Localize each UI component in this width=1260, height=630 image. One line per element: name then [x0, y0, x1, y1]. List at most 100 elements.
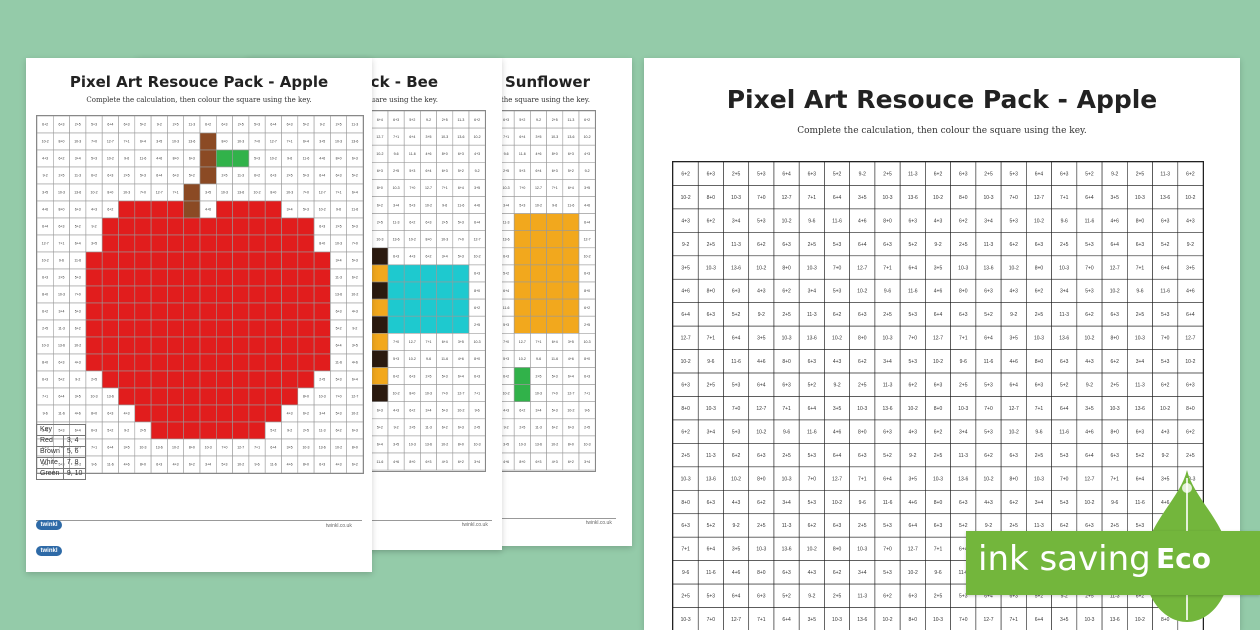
- grid-cell: [313, 268, 331, 287]
- grid-cell: [530, 213, 547, 231]
- grid-cell: [248, 302, 266, 321]
- grid-cell-label: 10-2: [756, 429, 766, 435]
- grid-cell-label: 5+2: [732, 312, 741, 318]
- grid-cell-label: 6+4: [107, 123, 113, 127]
- grid-cell-label: 8+0: [959, 289, 968, 295]
- grid-cell-label: 6+4: [156, 174, 162, 178]
- grid-cell-label: 13-6: [706, 476, 716, 482]
- grid-cell-label: 10-3: [958, 265, 968, 271]
- grid-cell: [183, 353, 201, 372]
- grid-cell-label: 6+3: [1085, 523, 1094, 529]
- grid-cell-label: 13-6: [107, 395, 114, 399]
- grid-cell-label: 13-6: [156, 446, 163, 450]
- grid-cell: [387, 315, 405, 334]
- grid-cell-label: 4+3: [984, 500, 993, 506]
- grid-cell-label: 6+4: [1085, 195, 1094, 201]
- grid-cell-label: 8+0: [883, 218, 892, 224]
- grid-cell-label: 2+5: [221, 174, 227, 178]
- grid-cell-label: 2+5: [1136, 312, 1145, 318]
- grid-cell-label: 2+5: [474, 426, 480, 430]
- grid-cell-label: 6+4: [458, 374, 464, 378]
- grid-cell-label: 6+2: [1110, 359, 1119, 365]
- grid-cell-label: 7+0: [1161, 336, 1170, 342]
- grid-cell-label: 9-2: [934, 242, 941, 248]
- grid-cell-label: 9-6: [394, 152, 399, 156]
- grid-cell-label: 8+0: [909, 617, 918, 623]
- key-numbers: 3, 4: [62, 435, 87, 447]
- grid-cell-label: 8+0: [1186, 406, 1195, 412]
- grid-cell: [167, 285, 184, 304]
- grid-cell-label: 7+1: [681, 547, 690, 553]
- grid-cell-label: 6+3: [681, 523, 690, 529]
- grid-cell-label: 9-2: [124, 429, 129, 433]
- grid-cell-label: 6+4: [568, 186, 574, 190]
- grid-cell-label: 3+4: [732, 218, 741, 224]
- grid-cell-label: 7+1: [124, 140, 130, 144]
- grid-cell: [216, 268, 233, 287]
- grid-cell-label: 7+1: [393, 135, 399, 139]
- grid-cell-label: 10-3: [958, 406, 968, 412]
- grid-cell-label: 10-2: [376, 152, 383, 156]
- grid-cell-label: 6+2: [934, 171, 943, 177]
- grid-cell-label: 2+5: [140, 429, 146, 433]
- grid-cell-label: 4+3: [1009, 289, 1018, 295]
- grid-cell-label: 7+1: [536, 340, 542, 344]
- grid-cell: [150, 370, 168, 389]
- grid-cell-label: 9-6: [707, 359, 714, 365]
- grid-cell-label: 6+2: [426, 255, 432, 259]
- grid-cell-label: 4+3: [584, 152, 590, 156]
- grid-cell-label: 5+3: [959, 594, 968, 600]
- grid-cell: [513, 247, 531, 266]
- grid-cell-label: 10-2: [756, 265, 766, 271]
- grid-cell-label: 8+0: [442, 152, 448, 156]
- grid-cell-label: 2+5: [536, 374, 542, 378]
- grid-cell-label: 13-6: [1135, 406, 1145, 412]
- grid-cell-label: 11-3: [807, 312, 817, 318]
- grid-cell-label: 10-3: [731, 195, 741, 201]
- grid-cell-label: 10-2: [584, 135, 591, 139]
- grid-cell-label: 6+3: [584, 374, 590, 378]
- grid-cell-label: 5+3: [442, 408, 448, 412]
- grid-cell-label: 10-3: [376, 237, 383, 241]
- grid-cell-label: 8+0: [173, 157, 179, 161]
- grid-cell-label: 5+3: [1161, 312, 1170, 318]
- grid-cell-label: 5+2: [458, 169, 464, 173]
- grid-cell: [546, 315, 564, 334]
- grid-cell-label: 6+4: [377, 118, 383, 122]
- grid-cell-label: 3+4: [205, 463, 211, 467]
- grid-cell-label: 10-3: [681, 617, 691, 623]
- grid-cell-label: 3+5: [858, 195, 867, 201]
- grid-cell-label: 3+4: [1136, 359, 1145, 365]
- grid-cell: [134, 404, 152, 423]
- grid-cell-label: 11-3: [335, 276, 342, 280]
- grid-cell-label: 10-2: [1034, 218, 1044, 224]
- grid-cell-label: 4+3: [91, 208, 97, 212]
- grid-cell-label: 6+4: [732, 594, 741, 600]
- grid-cell-label: 9-2: [909, 453, 916, 459]
- grid-cell-label: 5+2: [503, 272, 509, 276]
- grid-cell-label: 6+4: [303, 140, 309, 144]
- grid-cell: [281, 234, 299, 253]
- grid-cell-label: 6+4: [833, 195, 842, 201]
- grid-cell-label: 9-2: [732, 523, 739, 529]
- grid-cell-label: 6+4: [782, 171, 791, 177]
- grid-cell: [420, 315, 437, 334]
- grid-cell-label: 10-2: [908, 406, 918, 412]
- grid-cell-label: 10-3: [1110, 406, 1120, 412]
- grid-cell-label: 6+3: [757, 453, 766, 459]
- grid-cell-label: 10-3: [706, 265, 716, 271]
- grid-cell: [167, 353, 184, 372]
- grid-cell-label: 3+5: [681, 265, 690, 271]
- grid-cell-label: 6+3: [42, 378, 48, 382]
- grid-cell-label: 5+3: [707, 594, 716, 600]
- grid-cell-label: 2+5: [1136, 171, 1145, 177]
- grid-cell-label: 6+4: [1186, 312, 1195, 318]
- grid-cell-label: 12-7: [1009, 406, 1019, 412]
- grid-cell-label: 6+4: [934, 312, 943, 318]
- grid-cell-label: 8+0: [58, 140, 64, 144]
- grid-cell: [281, 302, 299, 321]
- grid-cell: [346, 455, 363, 473]
- grid-cell-label: 2+5: [883, 312, 892, 318]
- grid-cell-label: 6+4: [519, 135, 525, 139]
- grid-cell-label: 6+3: [221, 123, 227, 127]
